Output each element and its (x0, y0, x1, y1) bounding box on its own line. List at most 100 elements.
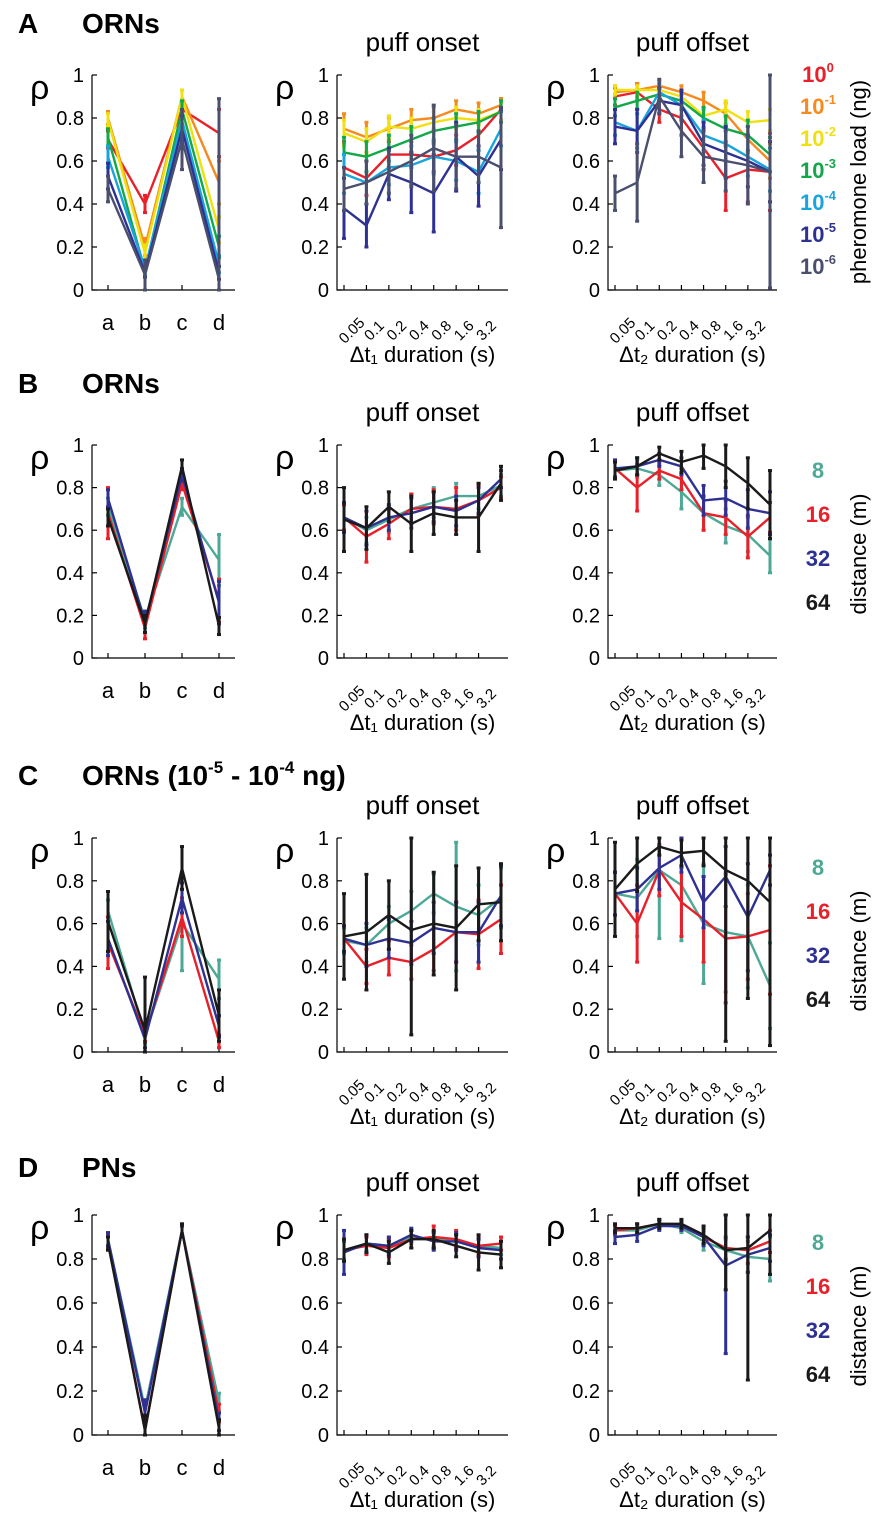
series (613, 1213, 772, 1382)
panel-title: ORNs (82, 368, 160, 399)
y-tick-label: 0 (589, 1042, 600, 1064)
x-tick-label: 3.2 (473, 685, 500, 712)
legend-item-label: 16 (806, 502, 830, 527)
x-axis-label: Δt₁ duration (s) (350, 342, 496, 367)
x-axis-label: Δt₂ duration (s) (619, 1487, 766, 1512)
y-tick-label: 1 (73, 1205, 84, 1227)
y-tick-label: 0.6 (56, 1293, 84, 1315)
x-tick-label: 3.2 (473, 317, 500, 344)
legend-item: 16 (806, 899, 830, 924)
subplot-1: 0 0.2 0.4 0.6 0.8 1 ρ a b c d (30, 435, 235, 703)
y-tick-label: 0.2 (301, 1381, 329, 1403)
y-tick-label: 1 (73, 828, 84, 850)
series-line (343, 110, 502, 143)
y-axis-label: ρ (275, 439, 294, 477)
panel-title: ORNs (10-5 - 10-4 ng) (82, 758, 346, 791)
series (106, 466, 221, 634)
series-line (615, 88, 771, 124)
series-line (614, 452, 771, 506)
series (106, 875, 221, 1045)
series (106, 99, 221, 279)
y-axis-label: ρ (546, 69, 565, 107)
legend-item: 10-2 (800, 124, 836, 151)
series-line (106, 916, 221, 1042)
series-line (343, 482, 503, 530)
panel-title: ORNs (82, 8, 160, 39)
x-tick-label: b (139, 678, 151, 703)
y-tick-label: 0 (73, 648, 84, 670)
x-tick-label: a (102, 310, 115, 335)
legend-item-exp: -5 (824, 220, 836, 235)
y-tick-label: 0.8 (56, 478, 84, 500)
subplot-title: puff offset (636, 27, 750, 57)
legend-item: 32 (806, 546, 830, 571)
subplot-title: puff onset (366, 790, 481, 820)
y-tick-label: 0.2 (301, 999, 329, 1021)
panel-title-text: PNs (82, 1152, 136, 1183)
x-tick-label: a (102, 1072, 115, 1097)
panel-title-mid: - 10 (223, 760, 279, 791)
legend-item: 32 (806, 1318, 830, 1343)
y-tick-label: 0 (73, 1425, 84, 1447)
legend-item-label: 10 (800, 254, 824, 279)
legend-item-label: 64 (806, 1362, 831, 1387)
y-tick-label: 0 (589, 280, 600, 302)
legend-item: 16 (806, 502, 830, 527)
series (342, 464, 503, 553)
x-tick-label: a (102, 678, 115, 703)
subplot-title: puff offset (636, 790, 750, 820)
panel-letter: C (18, 760, 38, 791)
y-axis-label: ρ (546, 1209, 565, 1247)
panel-b: B ORNs 8 16 32 64 distance (m) 0 0.2 0.4 0.6 0.8 1 ρ a… (18, 368, 871, 735)
y-tick-label: 1 (589, 828, 600, 850)
subplot-1: 0 0.2 0.4 0.6 0.8 1 ρ a b c d (30, 828, 235, 1097)
y-tick-label: 0 (318, 1425, 329, 1447)
panel-title-text: ORNs (10 (82, 760, 208, 791)
panel-title-text: ORNs (82, 8, 160, 39)
legend-title: distance (m) (846, 890, 871, 1011)
legend-item: 64 (806, 590, 831, 615)
y-tick-label: 0.2 (572, 237, 600, 259)
axis-lines (607, 445, 777, 659)
legend-item: 10-4 (800, 188, 837, 215)
x-tick-label: c (177, 310, 188, 335)
x-tick-label: 3.2 (742, 1079, 769, 1106)
legend-item-label: 8 (812, 1230, 824, 1255)
y-tick-label: 0.2 (572, 999, 600, 1021)
series-line (106, 138, 221, 280)
series-line (106, 896, 221, 1041)
y-tick-label: 0.6 (572, 520, 600, 542)
series-line (614, 93, 771, 156)
y-tick-label: 0.4 (56, 563, 84, 585)
legend-item: 10-3 (800, 156, 836, 183)
series-line (615, 1222, 771, 1252)
series-line (343, 892, 502, 947)
legend: 8 16 32 64 distance (m) (806, 1230, 871, 1387)
panel-c: C ORNs (10-5 - 10-4 ng) 8 16 32 64 distance (m… (18, 758, 871, 1129)
series-line (343, 895, 503, 947)
y-tick-label: 0.2 (56, 1381, 84, 1403)
panel-letter: A (18, 8, 38, 39)
y-tick-label: 0.8 (56, 1249, 84, 1271)
y-tick-label: 0.8 (572, 1249, 600, 1271)
y-axis-label: ρ (30, 1209, 49, 1247)
y-tick-label: 0.8 (301, 871, 329, 893)
legend-item-label: 64 (806, 590, 831, 615)
subplot-1: 0 0.2 0.4 0.6 0.8 1 ρ a b c d (30, 65, 235, 335)
y-tick-label: 0.8 (572, 871, 600, 893)
y-tick-label: 0.8 (301, 478, 329, 500)
series-line (343, 901, 502, 938)
y-tick-label: 0.4 (572, 194, 600, 216)
series-line (614, 95, 771, 195)
x-tick-label: 3.2 (742, 317, 769, 344)
legend-item-exp: -1 (824, 92, 836, 107)
legend-item-label: 10 (800, 158, 824, 183)
y-axis-label: ρ (275, 1209, 294, 1247)
x-axis-label: Δt₁ duration (s) (350, 1487, 496, 1512)
series-line (343, 478, 502, 530)
y-tick-label: 0.6 (56, 520, 84, 542)
